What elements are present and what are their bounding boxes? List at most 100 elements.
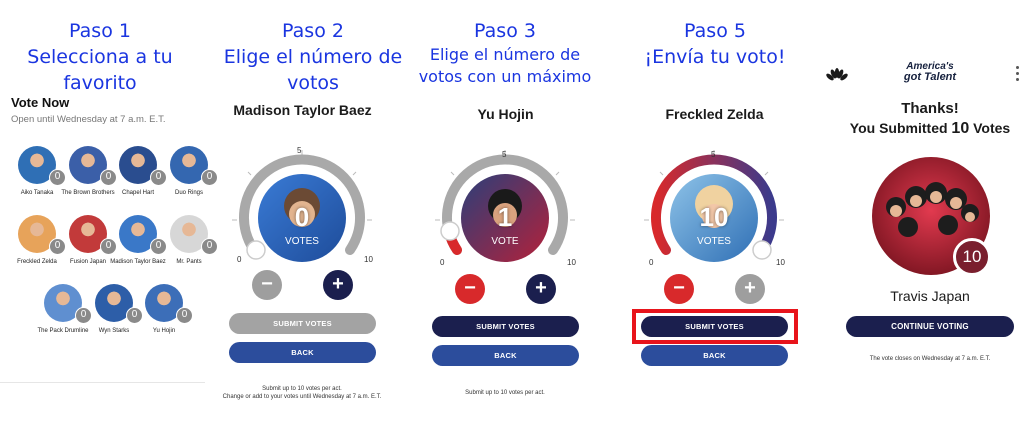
back-button[interactable]: BACK bbox=[229, 342, 376, 363]
contestant-card[interactable]: 0 Aiko Tanaka bbox=[5, 146, 69, 197]
decrease-votes-button[interactable]: − bbox=[455, 274, 485, 304]
contestant-card[interactable]: 0 Fusion Japan bbox=[56, 215, 120, 266]
vote-count-badge: 0 bbox=[201, 238, 218, 255]
scale-min-label: 0 bbox=[440, 258, 445, 267]
vote-count: 0 bbox=[294, 202, 310, 232]
vote-count-label: VOTES bbox=[697, 236, 731, 247]
vote-count-badge: 0 bbox=[176, 307, 193, 324]
act-name: Madison Taylor Baez bbox=[233, 102, 372, 118]
contestant-photo: 0 bbox=[44, 284, 92, 324]
contestant-name: Chapel Hart bbox=[121, 190, 154, 196]
back-button[interactable]: BACK bbox=[432, 345, 579, 366]
dial-knob bbox=[752, 240, 772, 260]
contestant-name: Fusion Japan bbox=[69, 259, 107, 265]
contestant-card[interactable]: 0 The Pack Drumline bbox=[31, 284, 95, 335]
scale-max-label: 10 bbox=[776, 258, 785, 267]
submitted-suffix: Votes bbox=[969, 120, 1011, 136]
thanks-heading: Thanks! bbox=[901, 100, 959, 117]
dial-graphic bbox=[644, 150, 784, 262]
contestant-card[interactable]: 0 Wyn Starks bbox=[82, 284, 146, 335]
agt-logo: America's got Talent bbox=[890, 61, 970, 83]
increase-votes-button[interactable]: + bbox=[323, 270, 353, 300]
contestant-card[interactable]: 0 Duo Rings bbox=[157, 146, 221, 197]
submit-votes-button[interactable]: SUBMIT VOTES bbox=[641, 316, 788, 337]
contestant-photo: 0 bbox=[170, 215, 218, 255]
submitted-summary: You Submitted 10 Votes bbox=[830, 120, 1022, 138]
vote-limit-note: Submit up to 10 votes per act. bbox=[262, 386, 342, 392]
vote-count: 10 bbox=[699, 202, 729, 232]
vote-count: 1 bbox=[497, 202, 513, 232]
contestant-photo: 0 bbox=[95, 284, 143, 324]
contestant-name: Duo Rings bbox=[174, 190, 203, 196]
act-name: Travis Japan bbox=[890, 288, 970, 304]
vote-count-badge: 0 bbox=[100, 238, 117, 255]
scale-mid-label: 5 bbox=[297, 146, 302, 155]
dial-ticks bbox=[232, 150, 372, 221]
vote-closes-note: The vote closes on Wednesday at 7 a.m. E… bbox=[869, 356, 991, 362]
contestant-name: Wyn Starks bbox=[98, 328, 130, 334]
scale-max-label: 10 bbox=[364, 255, 373, 264]
agt-logo-line-1: America's bbox=[906, 61, 954, 72]
contestant-photo: 0 bbox=[69, 146, 117, 186]
decrease-votes-button[interactable]: − bbox=[252, 270, 282, 300]
step-2-line-3: votos bbox=[287, 72, 339, 94]
decrease-votes-button[interactable]: − bbox=[664, 274, 694, 304]
step-3-title: Paso 3 Elige el número de votos con un m… bbox=[408, 18, 602, 88]
dial-graphic bbox=[232, 150, 372, 262]
contestant-name: The Pack Drumline bbox=[37, 328, 89, 334]
contestant-card[interactable]: 0 Mr. Pants bbox=[157, 215, 221, 266]
scale-mid-label: 5 bbox=[711, 150, 716, 159]
dial-track bbox=[239, 154, 365, 255]
vote-dial[interactable]: 0 VOTES bbox=[222, 140, 382, 270]
submit-highlight-box bbox=[632, 309, 798, 344]
step-5-title: Paso 5 ¡Envía tu voto! bbox=[620, 18, 810, 70]
contestant-photo: 0 bbox=[69, 215, 117, 255]
contestant-card[interactable]: 0 Madison Taylor Baez bbox=[106, 215, 170, 266]
dial-ticks bbox=[435, 150, 575, 221]
vote-dial[interactable]: 10 VOTES bbox=[634, 140, 794, 270]
contestant-name: Freckled Zelda bbox=[17, 259, 57, 265]
vote-now-title: Vote Now bbox=[11, 95, 70, 110]
contestant-photo: 0 bbox=[18, 215, 66, 255]
vote-now-subtitle: Open until Wednesday at 7 a.m. E.T. bbox=[11, 114, 166, 125]
step-1-line-2: Selecciona a tu bbox=[27, 46, 173, 68]
scale-min-label: 0 bbox=[237, 255, 242, 264]
contestant-photo: 0 bbox=[145, 284, 193, 324]
contestant-photo: 0 bbox=[119, 215, 167, 255]
vote-count-badge: 0 bbox=[100, 169, 117, 186]
continue-voting-button[interactable]: CONTINUE VOTING bbox=[846, 316, 1014, 337]
step-2-label: Paso 2 bbox=[282, 20, 344, 42]
vote-count-badge: 0 bbox=[126, 307, 143, 324]
menu-dots-icon[interactable] bbox=[1016, 66, 1019, 81]
dial-ticks bbox=[644, 150, 784, 221]
vote-dial[interactable]: 1 VOTE bbox=[425, 140, 585, 270]
step-2-title: Paso 2 Elige el número de votos bbox=[218, 18, 408, 96]
contestant-card[interactable]: 0 Yu Hojin bbox=[132, 284, 196, 335]
step-1-label: Paso 1 bbox=[69, 20, 131, 42]
contestant-card[interactable]: 0 The Brown Brothers bbox=[56, 146, 120, 197]
step-3-line-3: votos con un máximo bbox=[418, 67, 592, 86]
act-name: Yu Hojin bbox=[477, 106, 534, 122]
vote-limit-note: Submit up to 10 votes per act. bbox=[465, 390, 545, 396]
scale-min-label: 0 bbox=[649, 258, 654, 267]
increase-votes-button[interactable]: + bbox=[735, 274, 765, 304]
scale-max-label: 10 bbox=[567, 258, 576, 267]
vote-deadline-note: Change or add to your votes until Wednes… bbox=[222, 394, 382, 400]
step-1-title: Paso 1 Selecciona a tu favorito bbox=[10, 18, 190, 96]
submit-votes-button[interactable]: SUBMIT VOTES bbox=[229, 313, 376, 334]
submitted-prefix: You Submitted bbox=[849, 120, 952, 136]
vote-count-badge: 10 bbox=[953, 238, 991, 276]
submit-votes-button[interactable]: SUBMIT VOTES bbox=[432, 316, 579, 337]
step-3-line-2: Elige el número de bbox=[429, 45, 581, 64]
act-name: Freckled Zelda bbox=[665, 106, 764, 122]
contestant-photo: 0 bbox=[18, 146, 66, 186]
step-5-label: Paso 5 bbox=[684, 20, 746, 42]
step-2-line-2: Elige el número de bbox=[223, 46, 403, 68]
back-button[interactable]: BACK bbox=[641, 345, 788, 366]
contestant-card[interactable]: 0 Chapel Hart bbox=[106, 146, 170, 197]
dial-fill bbox=[651, 154, 777, 255]
vote-count-badge: 0 bbox=[150, 238, 167, 255]
increase-votes-button[interactable]: + bbox=[526, 274, 556, 304]
dial-track bbox=[442, 154, 568, 255]
contestant-card[interactable]: 0 Freckled Zelda bbox=[5, 215, 69, 266]
